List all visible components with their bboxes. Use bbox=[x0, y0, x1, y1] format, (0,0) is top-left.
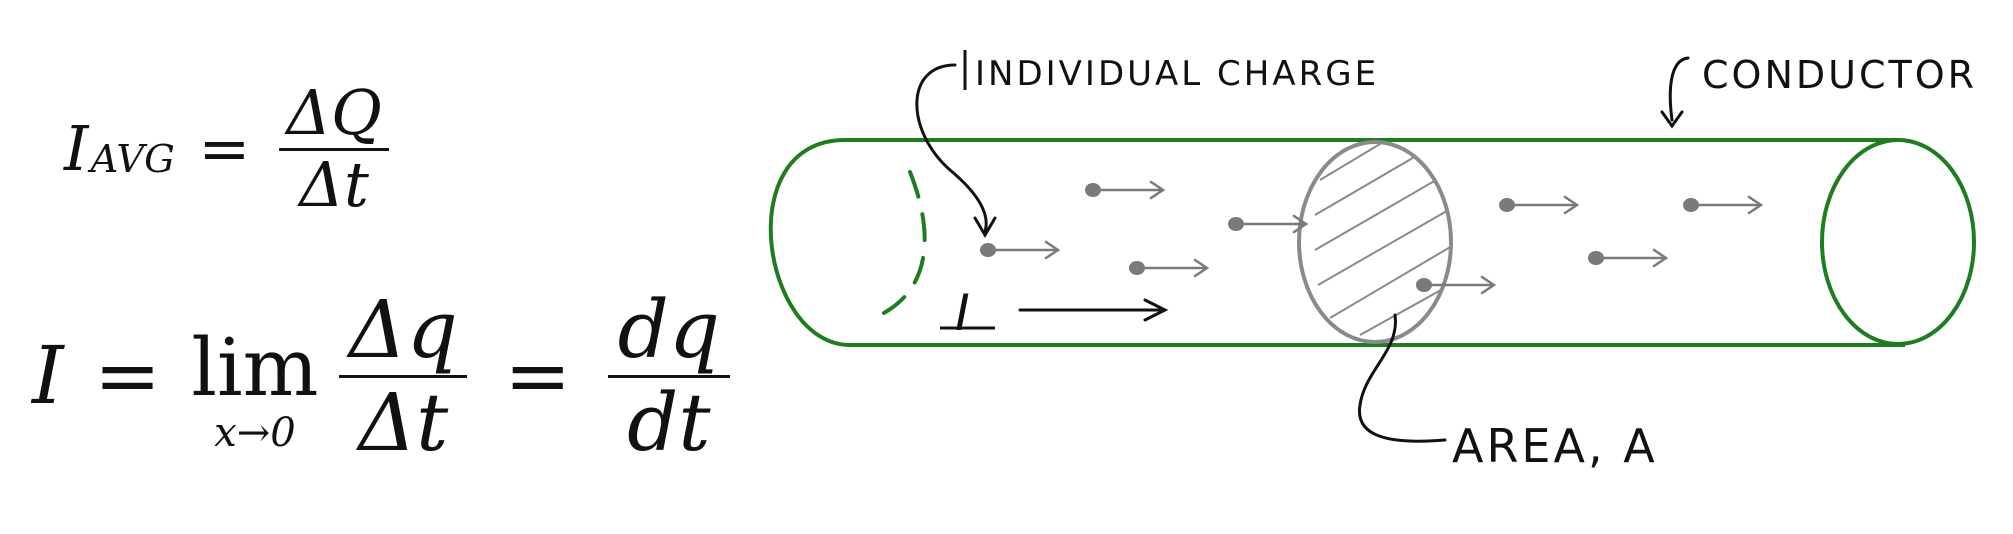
charge bbox=[1228, 214, 1309, 234]
left-end-cap bbox=[768, 138, 852, 347]
fraction-numerator: ΔQ bbox=[286, 76, 382, 149]
charge-dot bbox=[1683, 198, 1699, 212]
charge bbox=[1129, 258, 1210, 278]
conductor-cylinder bbox=[768, 138, 1976, 347]
equals-sign: = bbox=[94, 329, 162, 423]
velocity-arrowhead bbox=[1652, 248, 1669, 268]
individual-charge-arrowhead bbox=[973, 216, 997, 238]
delta-fraction: Δq Δt bbox=[339, 283, 468, 469]
fraction-numerator: dq bbox=[617, 283, 721, 376]
velocity-arrowhead bbox=[1193, 258, 1210, 278]
fraction-bar bbox=[339, 374, 468, 378]
charge-dot bbox=[1588, 251, 1604, 265]
velocity-arrowhead bbox=[1292, 214, 1309, 234]
individual-charge-callout: INDIVIDUAL CHARGE bbox=[915, 50, 1379, 238]
charge-over-time-fraction: ΔQ Δt bbox=[278, 76, 390, 222]
equals-sign: = bbox=[198, 112, 251, 186]
area-hatching bbox=[1314, 142, 1451, 336]
instantaneous-current-equation: I = lim x→0 Δq Δt = dq dt bbox=[32, 290, 736, 463]
area-pointer bbox=[1357, 313, 1447, 443]
average-current-equation: I AVG = ΔQ Δt bbox=[64, 82, 394, 216]
charge bbox=[1499, 195, 1580, 215]
fraction-numerator: Δq bbox=[348, 283, 458, 376]
fraction-denominator: Δt bbox=[299, 148, 369, 222]
charge bbox=[1588, 248, 1669, 268]
velocity-arrowhead bbox=[1480, 275, 1497, 295]
right-end-cap bbox=[1820, 138, 1976, 346]
limit-operator: lim x→0 bbox=[191, 328, 318, 453]
individual-charge-label: INDIVIDUAL CHARGE bbox=[975, 54, 1379, 94]
fraction-bar bbox=[278, 147, 390, 151]
velocity-arrowhead bbox=[1563, 195, 1580, 215]
charge-dot bbox=[1416, 278, 1432, 292]
charge-dot bbox=[1129, 261, 1145, 275]
fraction-denominator: Δt bbox=[358, 375, 449, 469]
charge-dot bbox=[1499, 198, 1515, 212]
cross-section-area bbox=[1297, 140, 1453, 344]
velocity-arrowhead bbox=[1149, 180, 1166, 200]
limit-subscript: x→0 bbox=[214, 410, 296, 457]
velocity-arrowhead bbox=[1044, 240, 1061, 260]
charge bbox=[1416, 275, 1497, 295]
velocity-arrowhead bbox=[1747, 195, 1764, 215]
conductor-arrowhead bbox=[1660, 110, 1684, 129]
equals-sign-2: = bbox=[504, 329, 572, 423]
current-symbol: I bbox=[32, 329, 64, 423]
charge-dot bbox=[1085, 183, 1101, 197]
charge bbox=[1683, 195, 1764, 215]
fraction-bar bbox=[608, 374, 730, 378]
fraction-denominator: dt bbox=[627, 375, 711, 469]
current-arrowhead bbox=[1143, 298, 1169, 322]
conductor-pointer bbox=[1668, 56, 1690, 122]
left-end-hidden-dashed bbox=[878, 170, 927, 317]
derivative-fraction: dq dt bbox=[608, 290, 730, 463]
current-symbol: I bbox=[64, 112, 89, 186]
area-callout: AREA, A bbox=[1357, 313, 1658, 473]
area-outline bbox=[1297, 140, 1453, 344]
conductor-callout: CONDUCTOR bbox=[1660, 53, 1977, 129]
area-label: AREA, A bbox=[1452, 419, 1658, 473]
current-label: I bbox=[955, 284, 973, 342]
avg-subscript: AVG bbox=[90, 136, 175, 182]
charge-dot bbox=[980, 243, 996, 257]
current-indicator: I bbox=[940, 284, 1169, 342]
charge-dot bbox=[1228, 217, 1244, 231]
conductor-label: CONDUCTOR bbox=[1702, 53, 1977, 97]
limit-word: lim bbox=[191, 321, 319, 415]
moving-charges bbox=[980, 180, 1764, 295]
charge bbox=[980, 240, 1061, 260]
individual-charge-pointer bbox=[915, 63, 988, 234]
charge bbox=[1085, 180, 1166, 200]
